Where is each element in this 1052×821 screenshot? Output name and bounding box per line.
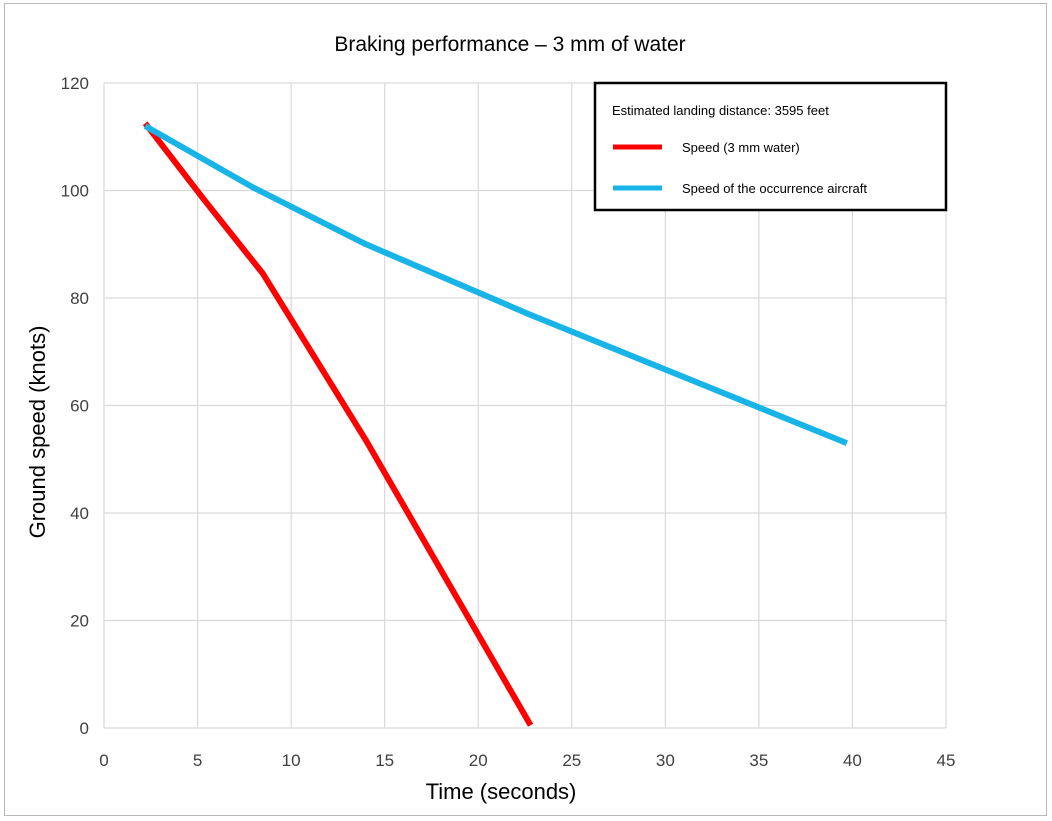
y-tick-label: 60	[70, 397, 89, 416]
tick-labels: 0 5 10 15 20 25 30 35 40 45 0 20 40 60 80 100 120	[61, 74, 956, 770]
y-tick-label: 120	[61, 74, 89, 93]
chart-title: Braking performance – 3 mm of water	[334, 33, 685, 56]
x-tick-label: 30	[656, 751, 675, 770]
x-tick-label: 15	[375, 751, 394, 770]
legend-annotation: Estimated landing distance: 3595 feet	[612, 103, 829, 118]
series-lines	[142, 121, 848, 727]
y-axis-title: Ground speed (knots)	[25, 326, 50, 539]
x-tick-label: 40	[843, 751, 862, 770]
x-tick-label: 25	[562, 751, 581, 770]
x-tick-label: 5	[193, 751, 202, 770]
y-tick-label: 0	[80, 719, 89, 738]
x-tick-label: 20	[469, 751, 488, 770]
y-tick-label: 80	[70, 289, 89, 308]
y-tick-label: 100	[61, 182, 89, 201]
y-tick-label: 40	[70, 504, 89, 523]
legend-label-speed-3mm-water: Speed (3 mm water)	[682, 140, 800, 155]
legend-label-occurrence-aircraft: Speed of the occurrence aircraft	[682, 181, 867, 196]
x-tick-label: 0	[99, 751, 108, 770]
x-axis-title: Time (seconds)	[426, 779, 577, 804]
x-tick-label: 10	[282, 751, 301, 770]
legend: Estimated landing distance: 3595 feet Sp…	[593, 81, 948, 212]
series-line-occurrence-aircraft	[143, 123, 848, 446]
x-tick-label: 35	[749, 751, 768, 770]
y-tick-label: 20	[70, 612, 89, 631]
series-line-speed-3mm-water	[142, 121, 534, 727]
x-tick-label: 45	[937, 751, 956, 770]
